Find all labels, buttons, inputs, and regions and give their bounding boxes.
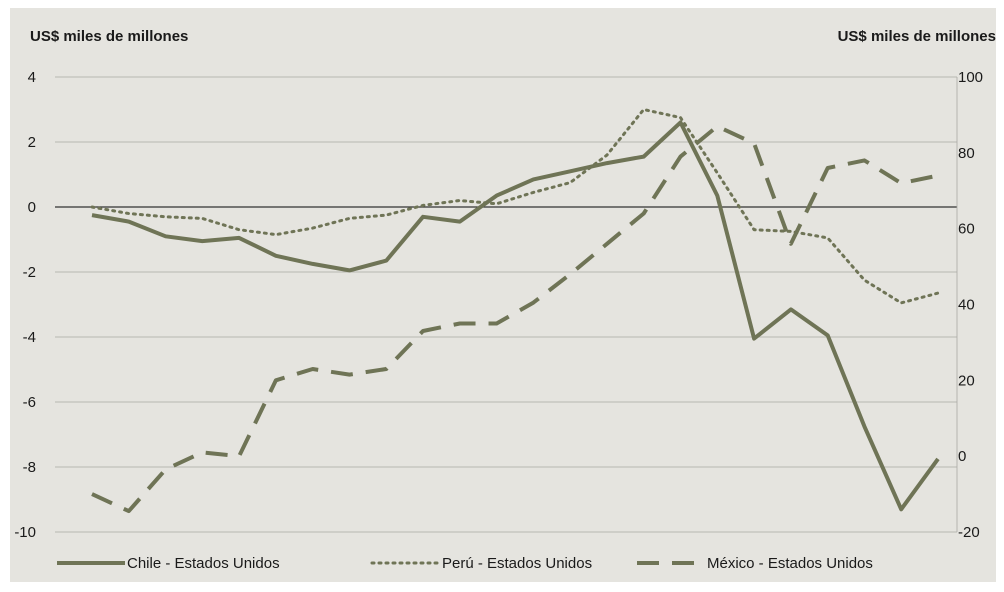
left-tick-label: -8 [23,459,36,476]
left-axis-ticks: 4 2 0 -2 -4 -6 -8 -10 [14,69,36,541]
left-tick-label: -10 [14,524,36,541]
right-tick-label: 100 [958,69,983,86]
legend-label: Chile - Estados Unidos [127,555,280,572]
chart-background [10,8,996,582]
left-axis-title: US$ miles de millones [30,28,188,45]
right-tick-label: 80 [958,145,975,162]
right-axis-ticks: 100 80 60 40 20 0 -20 [958,69,983,541]
right-tick-label: -20 [958,524,980,541]
left-tick-label: 2 [28,134,36,151]
left-tick-label: -2 [23,264,36,281]
legend-label: Perú - Estados Unidos [442,555,592,572]
right-tick-label: 0 [958,448,966,465]
legend-label: México - Estados Unidos [707,555,873,572]
right-axis-title: US$ miles de millones [838,28,996,45]
left-tick-label: -4 [23,329,36,346]
gridlines [55,76,958,533]
series-line-mexico-estados-unidos [91,124,939,514]
legend: Chile - Estados Unidos Perú - Estados Uni… [57,555,873,572]
series-lines [90,108,940,514]
series-line-chile-estados-unidos [91,120,940,512]
left-tick-label: -6 [23,394,36,411]
right-tick-label: 20 [958,372,975,389]
left-tick-label: 4 [28,69,36,86]
right-tick-label: 40 [958,297,975,314]
right-tick-label: 60 [958,221,975,238]
left-tick-label: 0 [28,199,36,216]
